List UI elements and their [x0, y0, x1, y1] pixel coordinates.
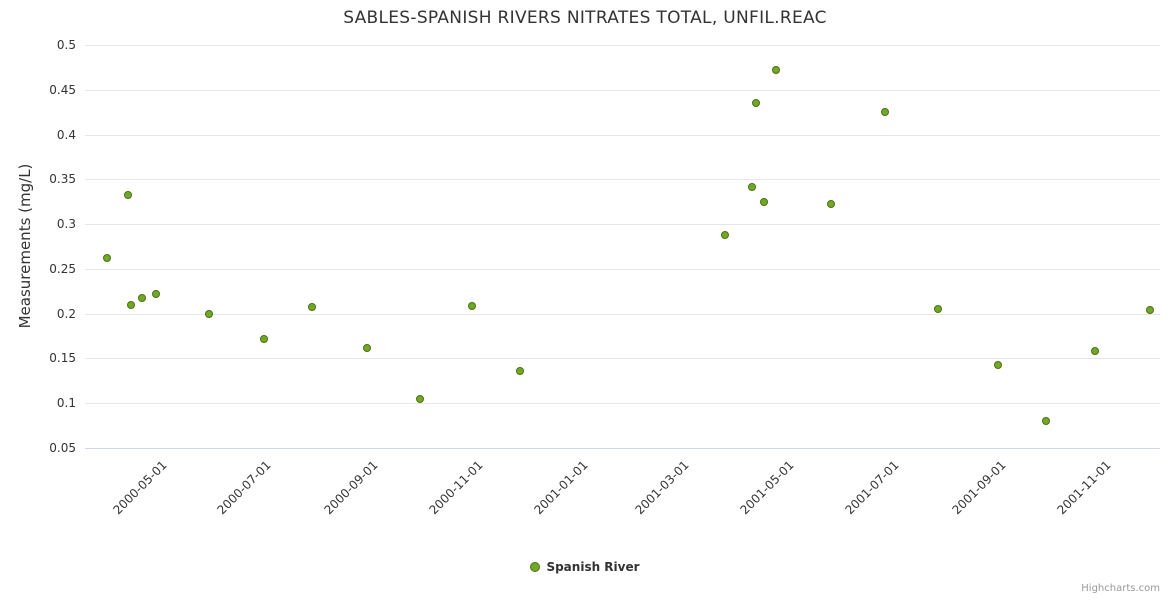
x-axis-label: 2001-09-01 — [949, 458, 1009, 518]
data-point[interactable] — [416, 395, 424, 403]
data-point[interactable] — [205, 310, 213, 318]
gridline — [85, 90, 1160, 91]
data-point[interactable] — [308, 303, 316, 311]
legend-marker-icon — [530, 562, 541, 572]
y-axis-label: 0.05 — [49, 441, 76, 455]
y-axis-label: 0.45 — [49, 83, 76, 97]
data-point[interactable] — [827, 200, 835, 208]
data-point[interactable] — [934, 305, 942, 313]
y-axis-label: 0.2 — [56, 307, 76, 321]
x-axis-label: 2000-11-01 — [426, 458, 486, 518]
data-point[interactable] — [124, 191, 132, 199]
data-point[interactable] — [760, 198, 768, 206]
y-axis-label: 0.5 — [56, 38, 76, 52]
x-axis-label: 2001-07-01 — [842, 458, 902, 518]
y-axis-label: 0.1 — [56, 396, 76, 410]
data-point[interactable] — [881, 108, 889, 116]
y-axis-label: 0.3 — [56, 217, 76, 231]
gridline — [85, 314, 1160, 315]
gridline — [85, 135, 1160, 136]
x-axis-label: 2001-01-01 — [531, 458, 591, 518]
x-axis-label: 2000-07-01 — [214, 458, 274, 518]
data-point[interactable] — [260, 335, 268, 343]
y-axis-label: 0.4 — [56, 128, 76, 142]
legend-item-spanish-river[interactable]: Spanish River — [0, 560, 1170, 574]
y-axis-label: 0.15 — [49, 351, 76, 365]
x-axis-label: 2001-05-01 — [737, 458, 797, 518]
data-point[interactable] — [468, 302, 476, 310]
data-point[interactable] — [103, 254, 111, 262]
legend-label: Spanish River — [546, 560, 640, 574]
x-axis-line — [85, 448, 1160, 449]
chart-title: SABLES-SPANISH RIVERS NITRATES TOTAL, UN… — [343, 8, 827, 28]
data-point[interactable] — [138, 294, 146, 302]
data-point[interactable] — [748, 183, 756, 191]
gridline — [85, 403, 1160, 404]
gridline — [85, 269, 1160, 270]
data-point[interactable] — [127, 301, 135, 309]
x-axis-label: 2000-05-01 — [110, 458, 170, 518]
data-point[interactable] — [772, 66, 780, 74]
data-point[interactable] — [363, 344, 371, 352]
data-point[interactable] — [1146, 306, 1154, 314]
gridline — [85, 358, 1160, 359]
y-axis-label: 0.35 — [49, 172, 76, 186]
y-axis-title: Measurements (mg/L) — [16, 163, 34, 329]
x-axis-label: 2001-03-01 — [632, 458, 692, 518]
data-point[interactable] — [1091, 347, 1099, 355]
data-point[interactable] — [994, 361, 1002, 369]
data-point[interactable] — [752, 99, 760, 107]
gridline — [85, 179, 1160, 180]
gridline — [85, 224, 1160, 225]
x-axis-label: 2000-09-01 — [321, 458, 381, 518]
y-axis-label: 0.25 — [49, 262, 76, 276]
highcharts-credit-link[interactable]: Highcharts.com — [1081, 583, 1160, 594]
data-point[interactable] — [152, 290, 160, 298]
gridline — [85, 45, 1160, 46]
x-axis-label: 2001-11-01 — [1054, 458, 1114, 518]
data-point[interactable] — [516, 367, 524, 375]
data-point[interactable] — [721, 231, 729, 239]
data-point[interactable] — [1042, 417, 1050, 425]
